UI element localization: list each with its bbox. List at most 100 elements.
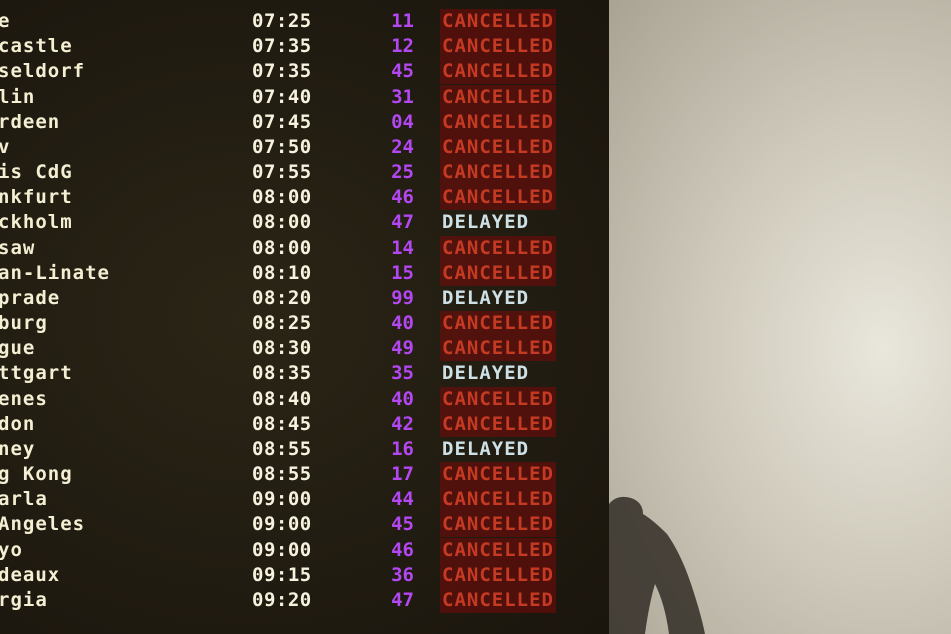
departure-time: 08:55 bbox=[252, 463, 312, 486]
departure-time: 08:25 bbox=[252, 312, 312, 335]
status-label: CANCELLED bbox=[440, 59, 556, 85]
gate-number: 46 bbox=[391, 186, 414, 209]
departure-time: 08:10 bbox=[252, 261, 312, 284]
departure-time: 08:00 bbox=[252, 186, 312, 209]
departure-row: seldorf 07:35 45 CANCELLED bbox=[0, 59, 609, 85]
status-label: DELAYED bbox=[442, 437, 530, 460]
departure-row: enes 08:40 40 CANCELLED bbox=[0, 386, 609, 412]
departure-row: saw 08:00 14 CANCELLED bbox=[0, 235, 609, 261]
status-label: DELAYED bbox=[442, 362, 530, 385]
status-label: CANCELLED bbox=[440, 411, 556, 437]
gate-number: 35 bbox=[391, 362, 414, 385]
departure-time: 07:35 bbox=[252, 35, 312, 58]
status-label: CANCELLED bbox=[440, 462, 556, 488]
gate-number: 45 bbox=[391, 513, 414, 536]
destination: lin bbox=[0, 85, 36, 108]
gate-number: 99 bbox=[391, 286, 414, 309]
gate-number: 40 bbox=[391, 387, 414, 410]
status-label: CANCELLED bbox=[440, 336, 556, 362]
departure-time: 08:35 bbox=[252, 362, 312, 385]
destination: ckholm bbox=[0, 211, 73, 234]
destination: deaux bbox=[0, 563, 61, 586]
departure-row: deaux 09:15 36 CANCELLED bbox=[0, 562, 609, 588]
gate-number: 31 bbox=[391, 85, 414, 108]
destination: g Kong bbox=[0, 463, 73, 486]
destination: yo bbox=[0, 538, 23, 561]
status-label: CANCELLED bbox=[440, 160, 556, 186]
status-label: CANCELLED bbox=[440, 562, 556, 588]
departure-row: ttgart 08:35 35 DELAYED bbox=[0, 361, 609, 386]
destination: ney bbox=[0, 437, 36, 460]
departure-row: is CdG 07:55 25 CANCELLED bbox=[0, 160, 609, 186]
departure-row: g Kong 08:55 17 CANCELLED bbox=[0, 462, 609, 488]
gate-number: 36 bbox=[391, 563, 414, 586]
departure-row: arla 09:00 44 CANCELLED bbox=[0, 487, 609, 513]
departure-row: ney 08:55 16 DELAYED bbox=[0, 437, 609, 462]
departure-board: e 07:25 11 CANCELLED castle 07:35 12 CANCELLED s… bbox=[0, 0, 609, 634]
departure-row: lin 07:40 31 CANCELLED bbox=[0, 84, 609, 110]
destination: arla bbox=[0, 488, 48, 511]
departure-row: v 07:50 24 CANCELLED bbox=[0, 134, 609, 160]
departure-row: castle 07:35 12 CANCELLED bbox=[0, 34, 609, 60]
gate-number: 25 bbox=[391, 161, 414, 184]
gate-number: 47 bbox=[391, 588, 414, 611]
destination: Angeles bbox=[0, 513, 86, 536]
destination: enes bbox=[0, 387, 48, 410]
status-label: CANCELLED bbox=[440, 134, 556, 160]
departure-row: an-Linate 08:10 15 CANCELLED bbox=[0, 260, 609, 286]
wall-background bbox=[609, 0, 951, 634]
departure-time: 08:20 bbox=[252, 286, 312, 309]
departure-row: e 07:25 11 CANCELLED bbox=[0, 9, 609, 34]
gate-number: 24 bbox=[391, 135, 414, 158]
departure-row: nkfurt 08:00 46 CANCELLED bbox=[0, 185, 609, 211]
destination: prade bbox=[0, 286, 61, 309]
departure-time: 08:55 bbox=[252, 437, 312, 460]
destination: rgia bbox=[0, 588, 48, 611]
status-label: DELAYED bbox=[442, 211, 530, 234]
gate-number: 46 bbox=[391, 538, 414, 561]
gate-number: 44 bbox=[391, 488, 414, 511]
departure-time: 07:45 bbox=[252, 110, 312, 133]
destination: is CdG bbox=[0, 161, 73, 184]
destination: e bbox=[0, 10, 11, 32]
departure-time: 09:00 bbox=[252, 488, 312, 511]
gate-number: 04 bbox=[391, 110, 414, 133]
destination: ttgart bbox=[0, 362, 73, 385]
departure-row: Angeles 09:00 45 CANCELLED bbox=[0, 512, 609, 538]
destination: gue bbox=[0, 337, 36, 360]
status-label: CANCELLED bbox=[440, 9, 556, 34]
departure-time: 07:40 bbox=[252, 85, 312, 108]
gate-number: 16 bbox=[391, 437, 414, 460]
destination: seldorf bbox=[0, 60, 86, 83]
destination: saw bbox=[0, 236, 36, 259]
status-label: CANCELLED bbox=[440, 109, 556, 135]
gate-number: 42 bbox=[391, 412, 414, 435]
status-label: CANCELLED bbox=[440, 537, 556, 563]
gate-number: 47 bbox=[391, 211, 414, 234]
departure-time: 09:20 bbox=[252, 588, 312, 611]
destination: an-Linate bbox=[0, 261, 110, 284]
gate-number: 15 bbox=[391, 261, 414, 284]
person-silhouette bbox=[609, 496, 705, 634]
gate-number: 40 bbox=[391, 312, 414, 335]
departure-time: 07:25 bbox=[252, 10, 312, 32]
departure-time: 08:00 bbox=[252, 236, 312, 259]
status-label: CANCELLED bbox=[440, 386, 556, 412]
gate-number: 14 bbox=[391, 236, 414, 259]
departure-row: rdeen 07:45 04 CANCELLED bbox=[0, 109, 609, 135]
destination: nkfurt bbox=[0, 186, 73, 209]
departure-row: burg 08:25 40 CANCELLED bbox=[0, 311, 609, 337]
departure-row: gue 08:30 49 CANCELLED bbox=[0, 336, 609, 362]
gate-number: 11 bbox=[391, 10, 414, 32]
gate-number: 17 bbox=[391, 463, 414, 486]
departure-time: 09:15 bbox=[252, 563, 312, 586]
gate-number: 49 bbox=[391, 337, 414, 360]
destination: burg bbox=[0, 312, 48, 335]
status-label: CANCELLED bbox=[440, 235, 556, 261]
departure-row: yo 09:00 46 CANCELLED bbox=[0, 537, 609, 563]
departure-time: 07:35 bbox=[252, 60, 312, 83]
departure-row: don 08:45 42 CANCELLED bbox=[0, 411, 609, 437]
departure-time: 08:30 bbox=[252, 337, 312, 360]
status-label: CANCELLED bbox=[440, 487, 556, 513]
gate-number: 12 bbox=[391, 35, 414, 58]
